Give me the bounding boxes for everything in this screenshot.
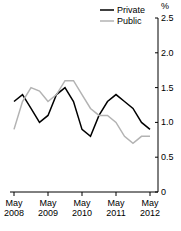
y-tick bbox=[155, 157, 158, 158]
x-tick-label-part: May bbox=[5, 198, 23, 208]
x-tick-label-part: May bbox=[107, 198, 125, 208]
x-tick-label-part: 2010 bbox=[72, 208, 92, 218]
y-tick bbox=[155, 18, 158, 19]
y-tick bbox=[155, 87, 158, 88]
y-tick-label: 2.5 bbox=[161, 13, 174, 23]
x-tick-label-part: 2011 bbox=[106, 208, 125, 218]
y-tick-label: 1.0 bbox=[161, 117, 174, 127]
y-tick-label: 0 bbox=[161, 187, 166, 197]
chart: 00.51.01.52.02.5%May2008May2009May2010Ma… bbox=[0, 0, 181, 231]
x-tick-label-part: May bbox=[141, 198, 159, 208]
x-tick bbox=[48, 192, 49, 196]
y-tick-label: 1.5 bbox=[161, 83, 174, 93]
y-tick bbox=[155, 52, 158, 53]
y-tick-label: 2.0 bbox=[161, 48, 174, 58]
legend-label: Public bbox=[117, 16, 142, 26]
x-tick-label: May2008 bbox=[4, 198, 24, 218]
x-tick bbox=[14, 192, 15, 196]
series-line bbox=[14, 81, 150, 144]
x-tick bbox=[116, 192, 117, 196]
x-tick-label-part: 2012 bbox=[140, 208, 160, 218]
x-tick-label-part: 2009 bbox=[38, 208, 58, 218]
x-tick-label: May2010 bbox=[72, 198, 92, 218]
x-tick-label: May2012 bbox=[140, 198, 160, 218]
plot-area bbox=[14, 81, 150, 144]
x-tick bbox=[150, 192, 151, 196]
x-tick-label: May2009 bbox=[38, 198, 58, 218]
x-tick-label-part: 2008 bbox=[4, 208, 24, 218]
y-axis-label: % bbox=[161, 1, 169, 11]
legend-swatch bbox=[100, 9, 114, 11]
y-tick bbox=[155, 122, 158, 123]
x-tick-label: May2011 bbox=[106, 198, 125, 218]
y-tick-label: 0.5 bbox=[161, 152, 174, 162]
legend-label: Private bbox=[117, 5, 145, 15]
x-tick bbox=[82, 192, 83, 196]
y-axis bbox=[158, 18, 159, 192]
legend-swatch bbox=[100, 20, 114, 22]
x-tick-label-part: May bbox=[73, 198, 91, 208]
x-axis bbox=[10, 192, 158, 193]
x-tick-label-part: May bbox=[39, 198, 57, 208]
